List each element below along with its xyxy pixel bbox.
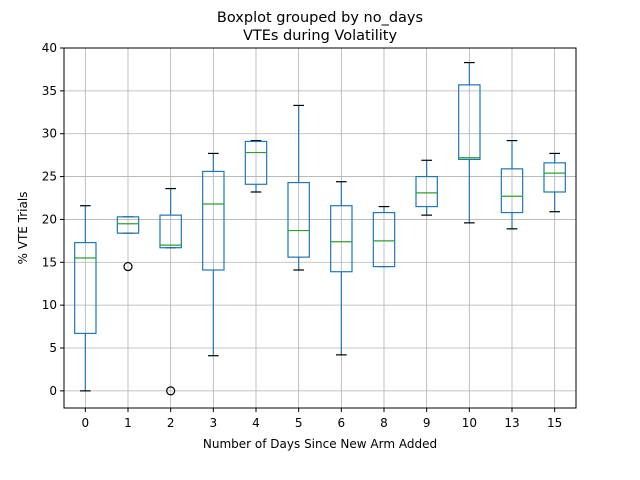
box-body <box>500 168 524 214</box>
box-15 <box>543 152 566 213</box>
box-body <box>330 205 353 273</box>
outlier-point <box>166 386 176 396</box>
grid-lines <box>64 47 576 408</box>
x-tick-label: 4 <box>252 416 260 430</box>
y-tick-label: 25 <box>42 170 57 184</box>
y-tick-label: 40 <box>42 41 57 55</box>
box-body <box>74 241 97 335</box>
box-2 <box>159 187 182 396</box>
box-body <box>244 140 268 185</box>
x-tick-label: 13 <box>504 416 519 430</box>
box-body <box>287 181 310 258</box>
chart-title: Boxplot grouped by no_days <box>217 10 423 26</box>
y-tick-label: 30 <box>42 127 57 141</box>
x-axis-label: Number of Days Since New Arm Added <box>203 437 437 451</box>
box-3 <box>202 152 225 357</box>
x-tick-label: 8 <box>380 416 388 430</box>
y-tick-label: 15 <box>42 255 57 269</box>
box-9 <box>415 159 438 216</box>
box-10 <box>458 61 481 224</box>
box-body <box>415 175 438 208</box>
y-tick-label: 20 <box>42 212 57 226</box>
x-tick-label: 3 <box>210 416 218 430</box>
box-body <box>159 214 182 249</box>
box-4 <box>244 139 268 193</box>
box-body <box>372 211 396 268</box>
box-5 <box>287 104 310 271</box>
x-tick-label: 15 <box>547 416 562 430</box>
y-tick-label: 10 <box>42 298 57 312</box>
x-tick-label: 2 <box>167 416 175 430</box>
box-1 <box>116 216 140 272</box>
box-13 <box>500 139 524 230</box>
box-6 <box>330 181 353 356</box>
x-tick-label: 1 <box>124 416 132 430</box>
x-tick-label: 9 <box>423 416 431 430</box>
outlier-point <box>123 261 133 272</box>
x-tick-label: 10 <box>462 416 477 430</box>
box-body <box>543 162 566 193</box>
chart-subtitle: VTEs during Volatility <box>243 28 398 44</box>
box-body <box>458 84 481 161</box>
x-tick-label: 5 <box>295 416 303 430</box>
x-tick-label: 0 <box>82 416 90 430</box>
axis-ticks: 0 5 10 15 20 25 30 35 40 0 1 2 3 4 5 6 8 9 10 13 15 <box>42 41 563 430</box>
y-tick-label: 0 <box>49 384 57 398</box>
plot-frame <box>63 47 577 409</box>
box-series <box>74 61 566 396</box>
box-0 <box>74 205 97 392</box>
box-8 <box>372 205 396 268</box>
box-body <box>116 216 140 234</box>
y-tick-label: 5 <box>49 341 57 355</box>
y-tick-label: 35 <box>42 84 57 98</box>
y-axis-label: % VTE Trials <box>16 192 30 265</box>
box-body <box>202 170 225 271</box>
x-tick-label: 6 <box>338 416 346 430</box>
